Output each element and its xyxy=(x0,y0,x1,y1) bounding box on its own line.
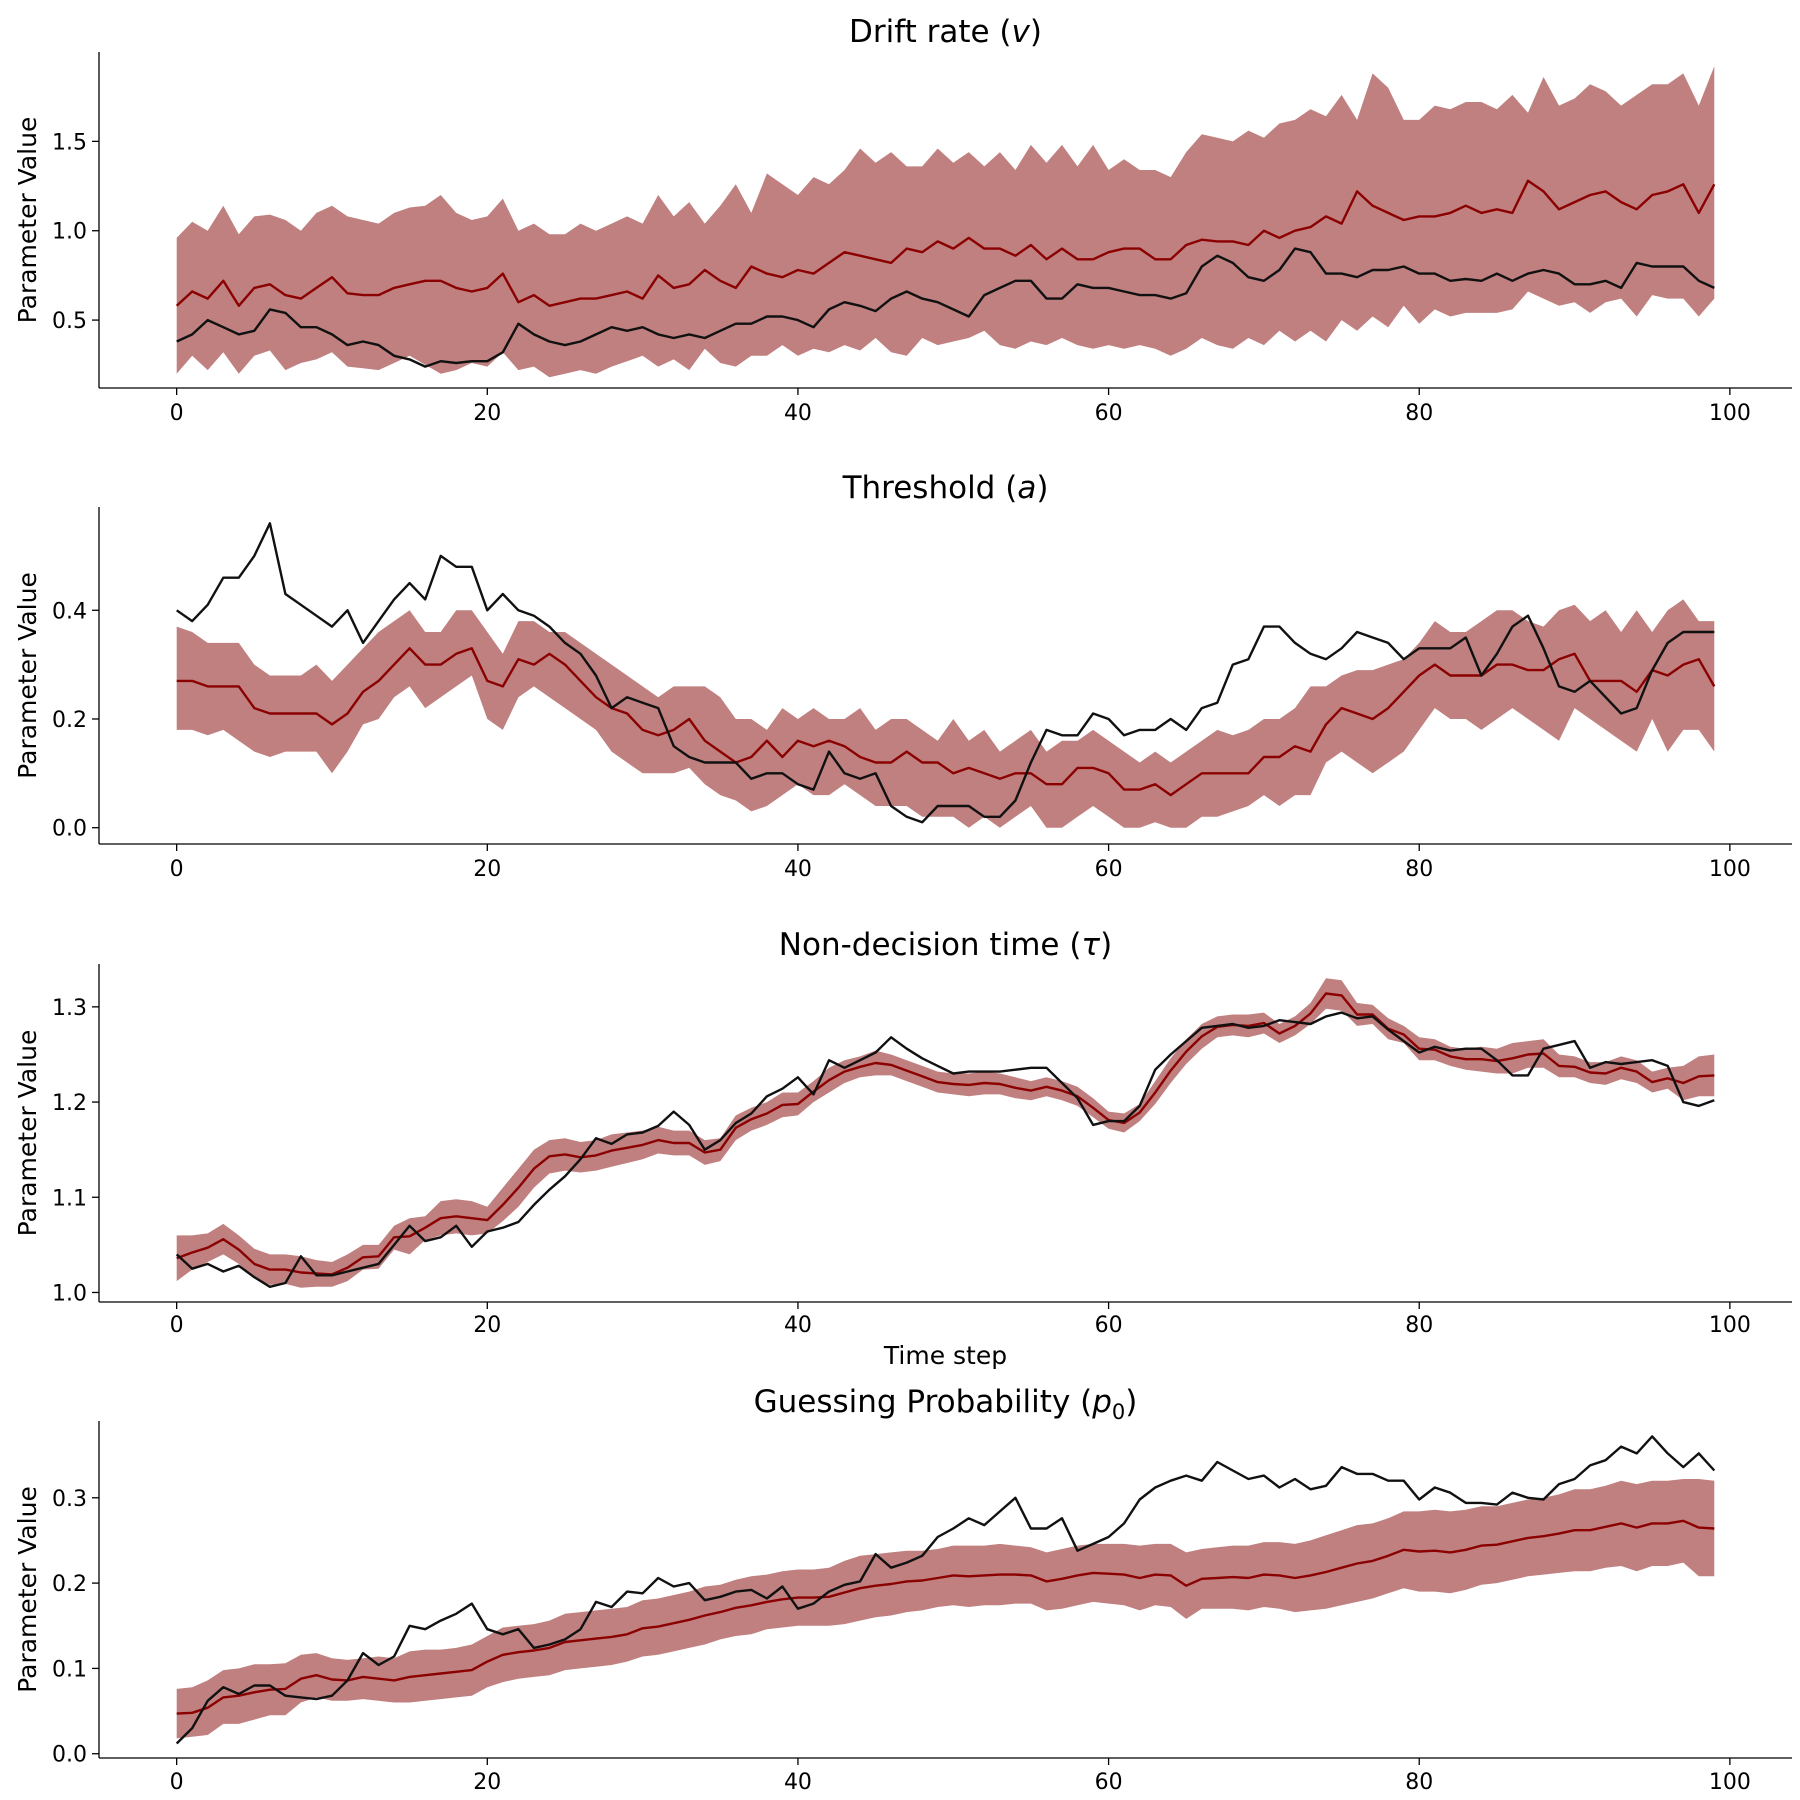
x-tick-label: 80 xyxy=(1405,857,1433,882)
chart-title: Guessing Probability (p0) xyxy=(754,1384,1138,1424)
y-axis-label: Parameter Value xyxy=(13,117,42,324)
x-tick-label: 40 xyxy=(784,1313,812,1338)
title-text: Guessing Probability ( xyxy=(754,1384,1093,1420)
chart-title: Drift rate (v) xyxy=(849,14,1042,50)
y-axis-label: Parameter Value xyxy=(13,1030,42,1237)
title-close: ) xyxy=(1100,927,1112,963)
x-tick-label: 40 xyxy=(784,1770,812,1795)
y-tick-label: 0.0 xyxy=(52,817,87,842)
x-tick-label: 0 xyxy=(170,401,184,426)
credible-band xyxy=(176,1479,1715,1739)
y-tick-label: 0.0 xyxy=(52,1743,87,1768)
y-axis-label: Parameter Value xyxy=(13,572,42,779)
true-parameter-line xyxy=(175,1011,1715,1289)
title-close: ) xyxy=(1036,470,1048,506)
y-tick-label: 0.1 xyxy=(52,1657,87,1682)
y-tick-label: 0.2 xyxy=(52,708,87,733)
true-parameter-line xyxy=(175,1435,1716,1745)
x-tick-label: 80 xyxy=(1405,1770,1433,1795)
title-close: ) xyxy=(1030,14,1042,50)
x-tick-label: 100 xyxy=(1709,1313,1751,1338)
x-tick-label: 20 xyxy=(473,1313,501,1338)
x-tick-label: 0 xyxy=(170,857,184,882)
title-symbol: a xyxy=(1017,470,1036,506)
posterior-mean-line xyxy=(176,647,1716,797)
x-tick-label: 20 xyxy=(473,1770,501,1795)
chart-panel-3: 0 20 40 60 80 100 1.0 1.1 1.2 1.3 Parameter Value T… xyxy=(13,927,1792,1370)
credible-band xyxy=(176,599,1715,828)
title-text: Threshold ( xyxy=(842,470,1018,506)
y-tick-label: 0.2 xyxy=(52,1572,87,1597)
x-tick-label: 60 xyxy=(1095,1313,1123,1338)
posterior-mean-line xyxy=(176,1519,1715,1715)
x-tick-label: 0 xyxy=(170,1313,184,1338)
chart-panel-2: 0 20 40 60 80 100 0.0 0.2 0.4 Parameter Value Thre… xyxy=(13,470,1792,882)
posterior-mean-line xyxy=(175,179,1716,307)
y-tick-label: 1.0 xyxy=(52,1281,87,1306)
y-tick-label: 1.3 xyxy=(52,996,87,1021)
x-tick-label: 100 xyxy=(1709,1770,1751,1795)
posterior-mean-line xyxy=(176,992,1715,1276)
x-tick-label: 40 xyxy=(784,857,812,882)
chart-title: Non-decision time (τ) xyxy=(779,927,1112,963)
y-tick-label: 1.2 xyxy=(52,1091,87,1116)
y-tick-label: 0.5 xyxy=(52,309,87,334)
y-tick-label: 1.5 xyxy=(52,130,87,155)
x-tick-label: 40 xyxy=(784,401,812,426)
x-tick-label: 80 xyxy=(1405,401,1433,426)
x-axis-label: Time step xyxy=(883,1341,1007,1370)
x-tick-label: 100 xyxy=(1709,401,1751,426)
credible-band xyxy=(176,978,1715,1288)
title-subscript: 0 xyxy=(1112,1400,1125,1424)
x-tick-label: 20 xyxy=(473,401,501,426)
x-tick-label: 60 xyxy=(1095,1770,1123,1795)
title-symbol: τ xyxy=(1081,927,1100,963)
y-tick-label: 0.4 xyxy=(52,599,87,624)
credible-band xyxy=(176,66,1715,378)
chart-title: Threshold (a) xyxy=(842,470,1049,506)
y-tick-label: 1.0 xyxy=(52,220,87,245)
x-tick-label: 60 xyxy=(1095,401,1123,426)
title-text: Drift rate ( xyxy=(849,14,1012,50)
true-parameter-line xyxy=(176,522,1715,824)
true-parameter-line xyxy=(176,247,1715,368)
title-text: Non-decision time ( xyxy=(779,927,1082,963)
x-tick-label: 0 xyxy=(170,1770,184,1795)
chart-panel-1: 0 20 40 60 80 100 0.5 1.0 1.5 Parameter Value Drif… xyxy=(13,14,1792,426)
title-symbol: v xyxy=(1012,14,1031,50)
y-tick-label: 0.3 xyxy=(52,1487,87,1512)
title-close: ) xyxy=(1125,1384,1137,1420)
chart-panel-4: 0 20 40 60 80 100 0.0 0.1 0.2 0.3 Parameter Value G… xyxy=(13,1384,1792,1795)
title-symbol: p xyxy=(1091,1384,1112,1420)
y-tick-label: 1.1 xyxy=(52,1186,87,1211)
y-axis-label: Parameter Value xyxy=(13,1486,42,1693)
x-tick-label: 80 xyxy=(1405,1313,1433,1338)
x-tick-label: 60 xyxy=(1095,857,1123,882)
x-tick-label: 100 xyxy=(1709,857,1751,882)
x-tick-label: 20 xyxy=(473,857,501,882)
